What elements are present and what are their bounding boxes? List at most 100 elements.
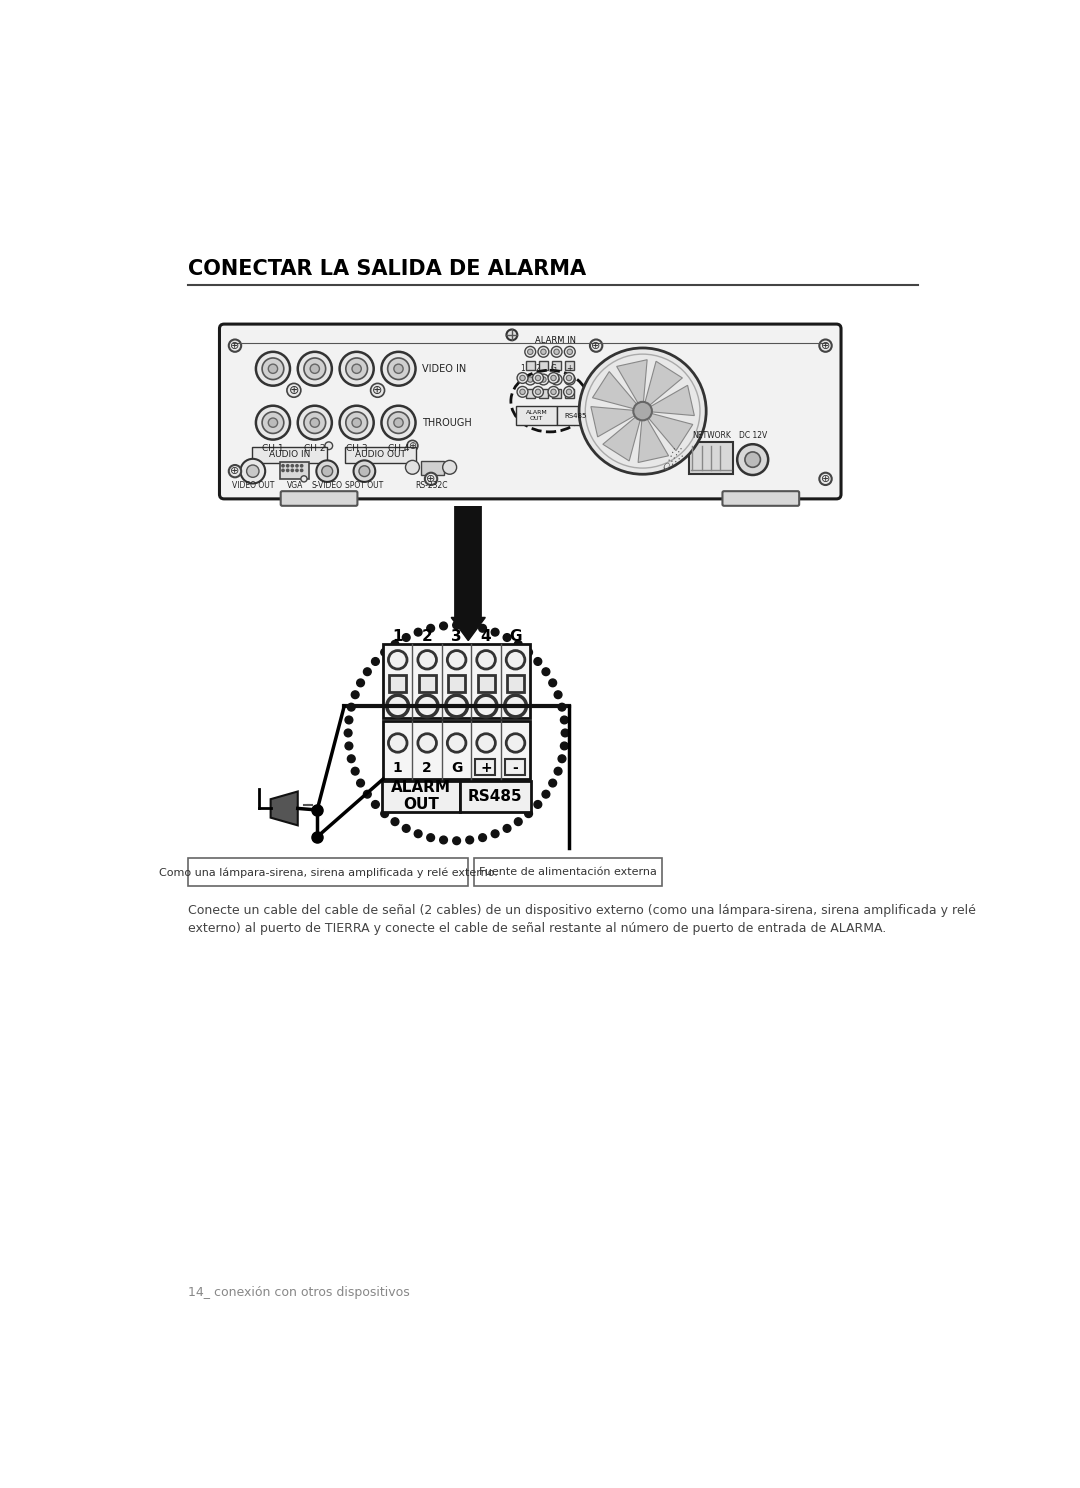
Circle shape — [551, 390, 556, 394]
Circle shape — [465, 622, 473, 629]
Polygon shape — [591, 406, 635, 437]
Circle shape — [558, 704, 566, 711]
Text: S-VIDEO: S-VIDEO — [312, 481, 342, 490]
Text: AUDIO IN: AUDIO IN — [269, 451, 311, 460]
Text: G: G — [510, 629, 522, 644]
FancyBboxPatch shape — [552, 388, 562, 397]
Circle shape — [262, 412, 284, 433]
Circle shape — [351, 690, 359, 698]
Text: ⊕: ⊕ — [821, 473, 831, 484]
Text: VIDEO OUT: VIDEO OUT — [231, 481, 274, 490]
Circle shape — [564, 387, 575, 397]
Text: SPOT OUT: SPOT OUT — [346, 481, 383, 490]
Text: CH 1: CH 1 — [262, 445, 284, 454]
Circle shape — [478, 625, 486, 632]
Circle shape — [389, 734, 407, 753]
Circle shape — [372, 801, 379, 808]
Circle shape — [381, 649, 389, 656]
Circle shape — [551, 347, 562, 357]
FancyBboxPatch shape — [565, 362, 575, 371]
Circle shape — [292, 469, 294, 472]
Text: RS485: RS485 — [468, 789, 523, 804]
Circle shape — [246, 464, 259, 478]
FancyBboxPatch shape — [280, 461, 309, 479]
Circle shape — [356, 679, 364, 687]
FancyBboxPatch shape — [539, 362, 548, 371]
Circle shape — [542, 790, 550, 798]
Circle shape — [286, 464, 288, 467]
Circle shape — [303, 359, 326, 379]
Text: 2: 2 — [536, 365, 540, 373]
Circle shape — [558, 754, 566, 763]
Circle shape — [352, 365, 362, 373]
Polygon shape — [603, 417, 640, 461]
Circle shape — [541, 376, 546, 382]
FancyBboxPatch shape — [219, 324, 841, 498]
Circle shape — [507, 329, 517, 341]
Circle shape — [519, 375, 525, 381]
FancyBboxPatch shape — [723, 491, 799, 506]
Text: THROUGH: THROUGH — [422, 418, 472, 427]
Circle shape — [519, 390, 525, 394]
Circle shape — [256, 351, 291, 385]
Text: ⊕: ⊕ — [821, 341, 831, 351]
Circle shape — [525, 347, 536, 357]
Text: ⊕: ⊕ — [427, 473, 435, 484]
Circle shape — [389, 650, 407, 670]
Circle shape — [564, 372, 575, 384]
Circle shape — [415, 628, 422, 635]
Circle shape — [348, 754, 355, 763]
Circle shape — [348, 704, 355, 711]
Text: 14_ conexión con otros dispositivos: 14_ conexión con otros dispositivos — [188, 1286, 409, 1299]
Circle shape — [416, 695, 438, 717]
Circle shape — [554, 376, 559, 382]
Circle shape — [356, 780, 364, 787]
Circle shape — [403, 634, 410, 641]
Circle shape — [514, 818, 522, 826]
Circle shape — [301, 476, 307, 482]
FancyBboxPatch shape — [383, 722, 530, 780]
FancyBboxPatch shape — [526, 388, 535, 397]
Circle shape — [745, 452, 760, 467]
FancyBboxPatch shape — [345, 448, 416, 463]
Circle shape — [541, 350, 546, 354]
FancyBboxPatch shape — [689, 442, 733, 475]
Circle shape — [394, 365, 403, 373]
Circle shape — [507, 734, 525, 753]
Circle shape — [388, 412, 409, 433]
Circle shape — [549, 679, 556, 687]
Text: DC 12V: DC 12V — [739, 432, 767, 440]
Circle shape — [554, 768, 562, 775]
Circle shape — [538, 373, 549, 385]
Text: Conecte un cable del cable de señal (2 cables) de un dispositivo externo (como u: Conecte un cable del cable de señal (2 c… — [188, 903, 975, 917]
Circle shape — [491, 830, 499, 838]
Text: externo) al puerto de TIERRA y conecte el cable de señal restante al número de p: externo) al puerto de TIERRA y conecte e… — [188, 921, 886, 934]
Circle shape — [427, 833, 434, 842]
Circle shape — [352, 418, 362, 427]
Circle shape — [345, 716, 353, 723]
Circle shape — [476, 734, 496, 753]
Text: NETWORK: NETWORK — [692, 432, 731, 440]
Circle shape — [476, 650, 496, 670]
FancyBboxPatch shape — [552, 362, 562, 371]
Circle shape — [262, 359, 284, 379]
Circle shape — [346, 359, 367, 379]
Circle shape — [339, 351, 374, 385]
Text: CONECTAR LA SALIDA DE ALARMA: CONECTAR LA SALIDA DE ALARMA — [188, 259, 585, 280]
Text: 1: 1 — [393, 760, 403, 775]
Text: RS-232C: RS-232C — [415, 481, 447, 490]
Circle shape — [579, 348, 706, 475]
Circle shape — [256, 406, 291, 439]
Circle shape — [534, 658, 542, 665]
Circle shape — [536, 390, 541, 394]
Circle shape — [525, 649, 532, 656]
Circle shape — [525, 373, 536, 385]
Circle shape — [551, 373, 562, 385]
Circle shape — [286, 469, 288, 472]
Circle shape — [372, 658, 379, 665]
FancyBboxPatch shape — [419, 676, 435, 692]
Text: ⊕: ⊕ — [408, 440, 417, 451]
Circle shape — [503, 634, 511, 641]
Circle shape — [453, 836, 460, 845]
Circle shape — [418, 650, 436, 670]
